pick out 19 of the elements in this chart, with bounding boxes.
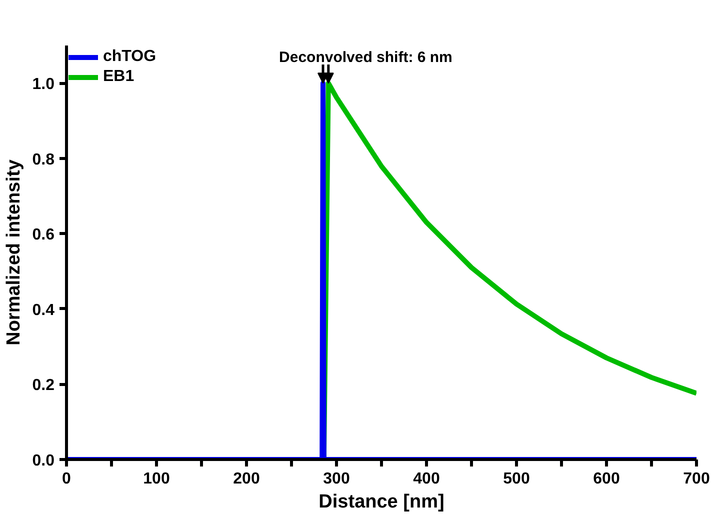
legend-label: chTOG	[103, 48, 156, 66]
x-tick-label: 100	[143, 470, 170, 488]
x-tick-label: 300	[323, 470, 350, 488]
legend-label: EB1	[103, 68, 134, 86]
y-tick-label: 0.8	[32, 151, 55, 168]
y-axis-title: Normalized intensity	[3, 159, 24, 346]
x-tick-label: 600	[593, 470, 620, 488]
annotation: Deconvolved shift: 6 nm	[279, 49, 452, 66]
y-tick-label: 0.4	[32, 302, 55, 319]
y-tick-label: 0.6	[32, 226, 55, 244]
y-tick-label: 0.0	[32, 452, 55, 470]
x-axis-title: Distance [nm]	[318, 492, 444, 512]
x-tick-label: 400	[413, 470, 440, 488]
x-tick-label: 700	[683, 470, 710, 488]
x-tick-label: 500	[503, 470, 530, 488]
y-tick-label: 1.0	[32, 76, 55, 94]
x-tick-label: 200	[233, 470, 260, 488]
x-tick-label: 0	[62, 470, 72, 488]
y-tick-label: 0.2	[32, 377, 55, 394]
